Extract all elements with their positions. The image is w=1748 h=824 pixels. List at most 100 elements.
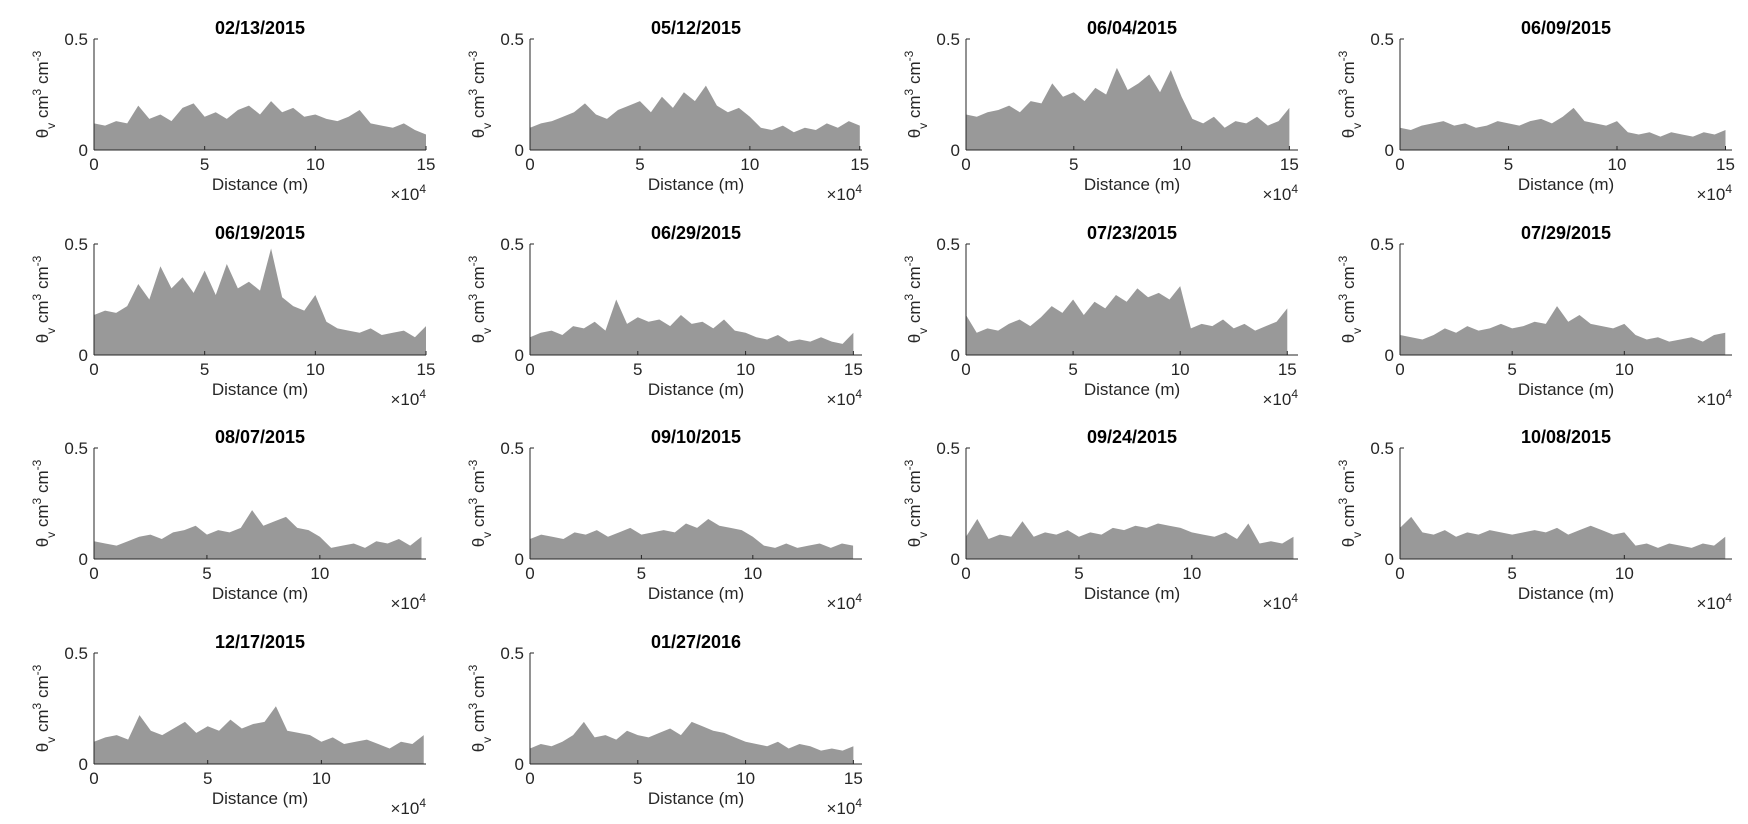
x-tick-label: 10 [1171, 360, 1190, 379]
x-tick-label: 0 [525, 360, 534, 379]
y-tick-label: 0.5 [64, 30, 88, 49]
y-tick-label: 0 [515, 141, 524, 160]
x-axis-multiplier: ×104 [1262, 591, 1298, 613]
area [1400, 107, 1726, 150]
x-axis-label: Distance (m) [648, 380, 744, 399]
y-tick-label: 0.5 [1370, 30, 1394, 49]
area [1400, 306, 1726, 355]
x-tick-label: 10 [312, 769, 331, 788]
x-tick-label: 0 [525, 155, 534, 174]
x-tick-label: 5 [200, 360, 209, 379]
x-axis-label: Distance (m) [212, 380, 308, 399]
y-axis-label: θv cm3 cm-3 [466, 459, 494, 547]
x-tick-label: 15 [417, 155, 436, 174]
x-tick-label: 10 [736, 769, 755, 788]
y-tick-label: 0.5 [500, 439, 524, 458]
x-axis-multiplier: ×104 [390, 387, 426, 409]
subplot-title: 10/08/2015 [1521, 427, 1611, 447]
y-tick-label: 0.5 [64, 235, 88, 254]
area [94, 248, 426, 355]
x-tick-label: 0 [525, 769, 534, 788]
x-axis-multiplier: ×104 [1696, 387, 1732, 409]
y-tick-label: 0 [79, 346, 88, 365]
subplot: 0 0.5 0 5 10 09/24/2015 Distance (m) ×104 θv cm3… [902, 427, 1298, 613]
y-tick-label: 0.5 [936, 439, 960, 458]
x-tick-label: 10 [1172, 155, 1191, 174]
subplot: 0 0.5 0 5 10 15 01/27/2016 Distance (m) ×104 θv c… [466, 632, 863, 818]
x-tick-label: 5 [637, 564, 646, 583]
subplot-title: 07/29/2015 [1521, 223, 1611, 243]
subplot-title: 12/17/2015 [215, 632, 305, 652]
x-tick-label: 10 [740, 155, 759, 174]
x-tick-label: 0 [89, 564, 98, 583]
y-tick-label: 0 [951, 346, 960, 365]
x-tick-label: 5 [1507, 360, 1516, 379]
x-axis-label: Distance (m) [212, 584, 308, 603]
x-tick-label: 5 [203, 769, 212, 788]
x-tick-label: 15 [1280, 155, 1299, 174]
subplot-title: 06/04/2015 [1087, 18, 1177, 38]
area [530, 299, 854, 355]
y-axis-label: θv cm3 cm-3 [30, 50, 58, 138]
x-tick-label: 10 [306, 360, 325, 379]
x-axis-multiplier: ×104 [1696, 182, 1732, 204]
x-tick-label: 5 [1507, 564, 1516, 583]
x-tick-label: 15 [844, 769, 863, 788]
subplot: 0 0.5 0 5 10 15 06/29/2015 Distance (m) ×104 θv c… [466, 223, 863, 409]
x-tick-label: 5 [633, 360, 642, 379]
x-axis-multiplier: ×104 [826, 387, 862, 409]
area [530, 85, 860, 150]
y-tick-label: 0.5 [1370, 235, 1394, 254]
y-tick-label: 0.5 [936, 235, 960, 254]
x-axis-multiplier: ×104 [1262, 182, 1298, 204]
y-axis-label: θv cm3 cm-3 [30, 459, 58, 547]
x-axis-label: Distance (m) [648, 789, 744, 808]
y-axis-label: θv cm3 cm-3 [1336, 255, 1364, 343]
subplot: 0 0.5 0 5 10 15 06/09/2015 Distance (m) ×104 θv c… [1336, 18, 1735, 204]
y-axis-label: θv cm3 cm-3 [30, 664, 58, 752]
y-axis-label: θv cm3 cm-3 [1336, 459, 1364, 547]
y-tick-label: 0.5 [500, 235, 524, 254]
x-tick-label: 0 [961, 360, 970, 379]
x-tick-label: 15 [1278, 360, 1297, 379]
area [1400, 516, 1726, 559]
x-axis-label: Distance (m) [648, 175, 744, 194]
y-tick-label: 0 [515, 346, 524, 365]
y-tick-label: 0.5 [1370, 439, 1394, 458]
y-tick-label: 0 [79, 550, 88, 569]
x-tick-label: 0 [961, 564, 970, 583]
area [94, 101, 426, 150]
x-tick-label: 0 [525, 564, 534, 583]
subplot: 0 0.5 0 5 10 12/17/2015 Distance (m) ×104 θv cm3… [30, 632, 426, 818]
x-tick-label: 5 [1069, 155, 1078, 174]
y-tick-label: 0.5 [500, 30, 524, 49]
x-tick-label: 5 [635, 155, 644, 174]
subplot-title: 02/13/2015 [215, 18, 305, 38]
x-tick-label: 10 [310, 564, 329, 583]
y-tick-label: 0 [951, 141, 960, 160]
area [94, 706, 424, 764]
x-tick-label: 0 [1395, 564, 1404, 583]
x-axis-multiplier: ×104 [390, 182, 426, 204]
x-tick-label: 10 [1182, 564, 1201, 583]
x-axis-label: Distance (m) [212, 789, 308, 808]
x-tick-label: 15 [844, 360, 863, 379]
subplot-title: 06/29/2015 [651, 223, 741, 243]
x-tick-label: 0 [89, 360, 98, 379]
y-axis-label: θv cm3 cm-3 [902, 459, 930, 547]
x-axis-label: Distance (m) [648, 584, 744, 603]
x-axis-multiplier: ×104 [826, 796, 862, 818]
subplot-title: 01/27/2016 [651, 632, 741, 652]
x-tick-label: 5 [1074, 564, 1083, 583]
y-axis-label: θv cm3 cm-3 [902, 255, 930, 343]
x-axis-label: Distance (m) [212, 175, 308, 194]
x-axis-label: Distance (m) [1084, 584, 1180, 603]
area [530, 721, 854, 764]
y-axis-label: θv cm3 cm-3 [466, 255, 494, 343]
subplot: 0 0.5 0 5 10 15 02/13/2015 Distance (m) ×104 θv c… [30, 18, 435, 204]
y-axis-label: θv cm3 cm-3 [466, 50, 494, 138]
x-axis-label: Distance (m) [1084, 175, 1180, 194]
y-tick-label: 0.5 [64, 439, 88, 458]
x-tick-label: 5 [633, 769, 642, 788]
